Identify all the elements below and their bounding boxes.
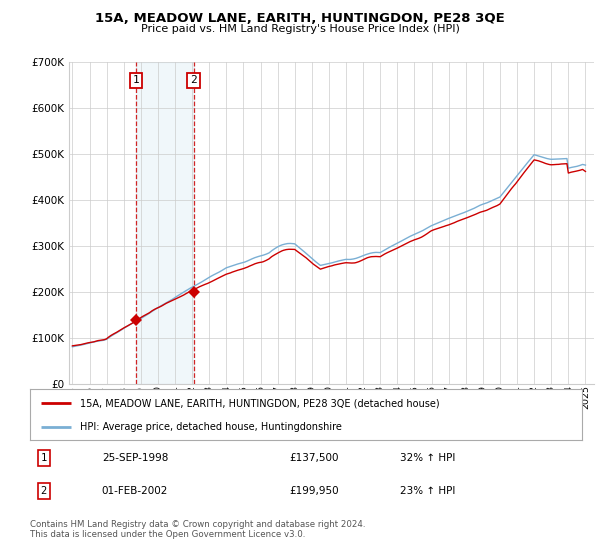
Text: 23% ↑ HPI: 23% ↑ HPI — [400, 486, 455, 496]
Text: 25-SEP-1998: 25-SEP-1998 — [102, 453, 168, 463]
Text: 1: 1 — [41, 453, 47, 463]
Text: Contains HM Land Registry data © Crown copyright and database right 2024.
This d: Contains HM Land Registry data © Crown c… — [30, 520, 365, 539]
Text: 32% ↑ HPI: 32% ↑ HPI — [400, 453, 455, 463]
Text: HPI: Average price, detached house, Huntingdonshire: HPI: Average price, detached house, Hunt… — [80, 422, 341, 432]
Text: 1: 1 — [133, 76, 140, 86]
Text: Price paid vs. HM Land Registry's House Price Index (HPI): Price paid vs. HM Land Registry's House … — [140, 24, 460, 34]
Text: 01-FEB-2002: 01-FEB-2002 — [102, 486, 168, 496]
Text: 15A, MEADOW LANE, EARITH, HUNTINGDON, PE28 3QE (detached house): 15A, MEADOW LANE, EARITH, HUNTINGDON, PE… — [80, 398, 439, 408]
Text: £137,500: £137,500 — [289, 453, 339, 463]
Bar — [136, 62, 194, 384]
Text: 2: 2 — [190, 76, 197, 86]
Text: 2: 2 — [41, 486, 47, 496]
Text: 15A, MEADOW LANE, EARITH, HUNTINGDON, PE28 3QE: 15A, MEADOW LANE, EARITH, HUNTINGDON, PE… — [95, 12, 505, 25]
Text: £199,950: £199,950 — [289, 486, 339, 496]
